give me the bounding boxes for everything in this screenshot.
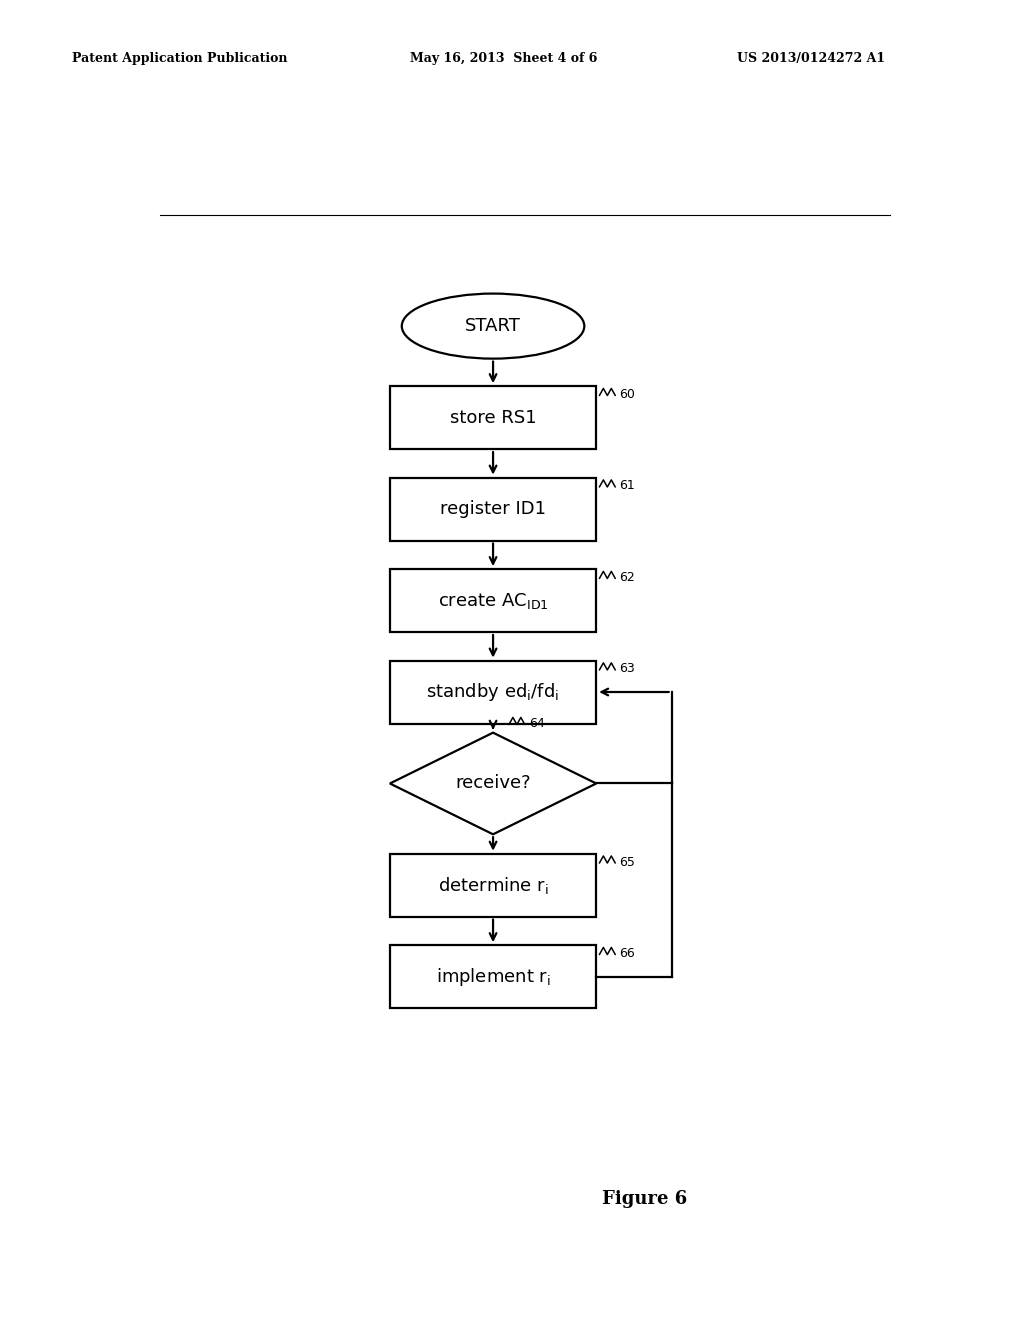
Polygon shape xyxy=(390,733,596,834)
Text: standby ed$_{\mathregular{i}}$/fd$_{\mathregular{i}}$: standby ed$_{\mathregular{i}}$/fd$_{\mat… xyxy=(426,681,560,704)
Text: register ID1: register ID1 xyxy=(440,500,546,517)
Text: 66: 66 xyxy=(620,946,635,960)
Text: START: START xyxy=(465,317,521,335)
Text: 60: 60 xyxy=(620,388,635,401)
Bar xyxy=(390,478,596,541)
Text: May 16, 2013  Sheet 4 of 6: May 16, 2013 Sheet 4 of 6 xyxy=(410,51,597,65)
Text: 61: 61 xyxy=(620,479,635,492)
Bar xyxy=(390,385,596,449)
Bar xyxy=(390,569,596,632)
Text: store RS1: store RS1 xyxy=(450,409,537,426)
Text: Figure 6: Figure 6 xyxy=(602,1189,688,1208)
Text: 63: 63 xyxy=(620,663,635,676)
Text: 62: 62 xyxy=(620,572,635,583)
Bar xyxy=(390,945,596,1008)
Text: determine r$_{\mathregular{i}}$: determine r$_{\mathregular{i}}$ xyxy=(437,875,549,896)
Text: implement r$_{\mathregular{i}}$: implement r$_{\mathregular{i}}$ xyxy=(435,966,551,987)
Bar xyxy=(390,854,596,916)
Text: create AC$_{\mathregular{ID1}}$: create AC$_{\mathregular{ID1}}$ xyxy=(437,590,549,611)
Text: Patent Application Publication: Patent Application Publication xyxy=(72,51,287,65)
Text: US 2013/0124272 A1: US 2013/0124272 A1 xyxy=(737,51,886,65)
Text: 64: 64 xyxy=(528,717,545,730)
Bar xyxy=(390,660,596,723)
Text: receive?: receive? xyxy=(456,775,530,792)
Text: 65: 65 xyxy=(620,855,635,869)
Ellipse shape xyxy=(401,293,585,359)
